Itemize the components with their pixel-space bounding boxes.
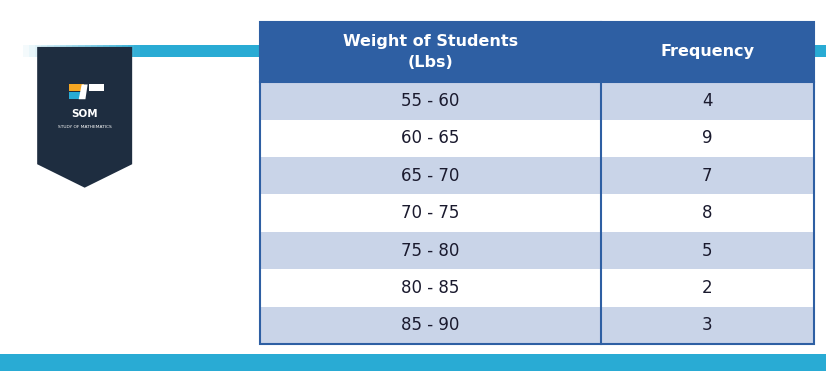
FancyBboxPatch shape <box>140 45 826 57</box>
FancyBboxPatch shape <box>601 82 814 120</box>
FancyBboxPatch shape <box>94 354 99 371</box>
FancyBboxPatch shape <box>23 45 29 57</box>
Text: 2: 2 <box>702 279 712 297</box>
FancyBboxPatch shape <box>29 45 36 57</box>
FancyBboxPatch shape <box>84 45 91 57</box>
FancyBboxPatch shape <box>69 354 74 371</box>
FancyBboxPatch shape <box>109 45 116 57</box>
FancyBboxPatch shape <box>601 307 814 344</box>
FancyBboxPatch shape <box>84 354 89 371</box>
FancyBboxPatch shape <box>260 269 601 307</box>
Text: 55 - 60: 55 - 60 <box>401 92 459 110</box>
FancyBboxPatch shape <box>25 354 30 371</box>
FancyBboxPatch shape <box>15 354 20 371</box>
FancyBboxPatch shape <box>601 120 814 157</box>
FancyBboxPatch shape <box>601 22 814 82</box>
FancyBboxPatch shape <box>5 354 10 371</box>
Text: 70 - 75: 70 - 75 <box>401 204 459 222</box>
FancyBboxPatch shape <box>35 354 40 371</box>
Text: 9: 9 <box>702 129 712 147</box>
FancyBboxPatch shape <box>260 120 601 157</box>
FancyBboxPatch shape <box>122 45 128 57</box>
FancyBboxPatch shape <box>30 354 35 371</box>
FancyBboxPatch shape <box>0 354 826 371</box>
FancyBboxPatch shape <box>79 354 84 371</box>
FancyBboxPatch shape <box>41 45 48 57</box>
Text: 4: 4 <box>702 92 712 110</box>
FancyBboxPatch shape <box>89 84 104 91</box>
FancyBboxPatch shape <box>74 354 79 371</box>
FancyBboxPatch shape <box>601 194 814 232</box>
FancyBboxPatch shape <box>78 45 85 57</box>
FancyBboxPatch shape <box>10 354 15 371</box>
FancyBboxPatch shape <box>48 45 54 57</box>
FancyBboxPatch shape <box>128 45 134 57</box>
FancyBboxPatch shape <box>45 354 50 371</box>
FancyBboxPatch shape <box>260 307 601 344</box>
Text: 65 - 70: 65 - 70 <box>401 167 459 185</box>
FancyBboxPatch shape <box>260 157 601 194</box>
FancyBboxPatch shape <box>601 157 814 194</box>
Text: STUDY OF MATHEMATICS: STUDY OF MATHEMATICS <box>58 125 112 129</box>
FancyBboxPatch shape <box>73 45 78 57</box>
FancyBboxPatch shape <box>89 354 94 371</box>
Text: SOM: SOM <box>71 109 98 119</box>
Text: 8: 8 <box>702 204 712 222</box>
Polygon shape <box>78 84 88 99</box>
FancyBboxPatch shape <box>54 45 60 57</box>
FancyBboxPatch shape <box>59 354 64 371</box>
FancyBboxPatch shape <box>50 354 55 371</box>
FancyBboxPatch shape <box>69 92 84 99</box>
FancyBboxPatch shape <box>89 92 104 99</box>
Text: 3: 3 <box>702 316 712 334</box>
FancyBboxPatch shape <box>91 45 97 57</box>
Text: 80 - 85: 80 - 85 <box>401 279 459 297</box>
Text: 75 - 80: 75 - 80 <box>401 242 459 260</box>
FancyBboxPatch shape <box>601 232 814 269</box>
FancyBboxPatch shape <box>260 194 601 232</box>
FancyBboxPatch shape <box>97 45 103 57</box>
Text: 7: 7 <box>702 167 712 185</box>
Text: 85 - 90: 85 - 90 <box>401 316 459 334</box>
FancyBboxPatch shape <box>69 84 84 91</box>
FancyBboxPatch shape <box>601 269 814 307</box>
Polygon shape <box>37 47 132 188</box>
Text: Frequency: Frequency <box>660 44 754 59</box>
Text: 60 - 65: 60 - 65 <box>401 129 459 147</box>
FancyBboxPatch shape <box>134 45 140 57</box>
FancyBboxPatch shape <box>260 82 601 120</box>
FancyBboxPatch shape <box>66 45 73 57</box>
FancyBboxPatch shape <box>35 45 41 57</box>
FancyBboxPatch shape <box>260 232 601 269</box>
FancyBboxPatch shape <box>59 45 66 57</box>
FancyBboxPatch shape <box>20 354 25 371</box>
FancyBboxPatch shape <box>116 45 122 57</box>
Text: Weight of Students
(Lbs): Weight of Students (Lbs) <box>343 34 518 70</box>
FancyBboxPatch shape <box>260 22 601 82</box>
FancyBboxPatch shape <box>55 354 59 371</box>
FancyBboxPatch shape <box>103 45 109 57</box>
Text: 5: 5 <box>702 242 712 260</box>
FancyBboxPatch shape <box>64 354 69 371</box>
FancyBboxPatch shape <box>40 354 45 371</box>
